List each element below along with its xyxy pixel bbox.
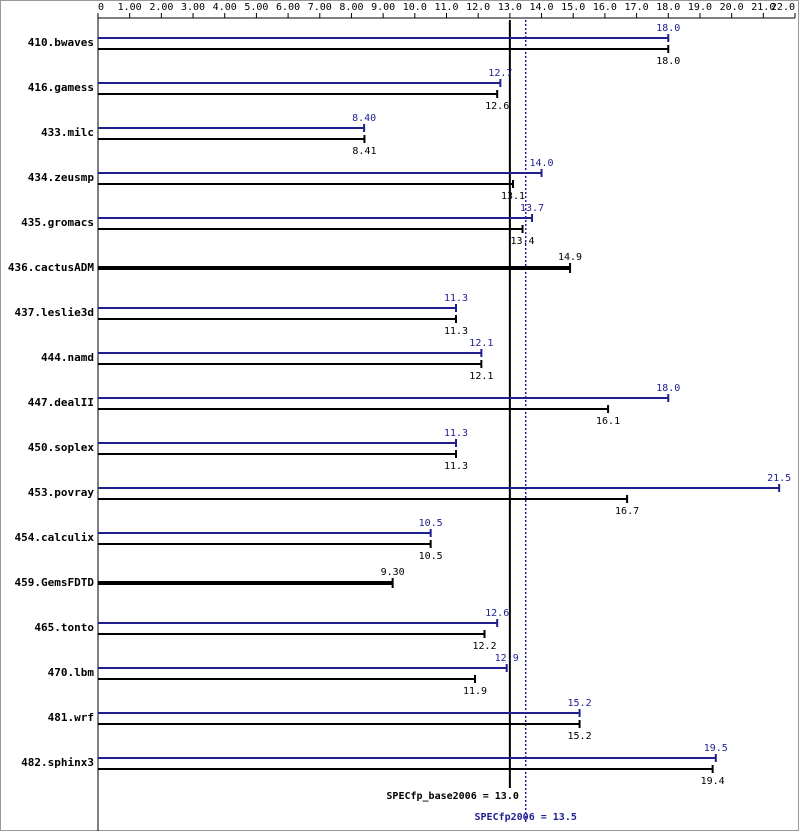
value-label: 13.7 (520, 203, 544, 214)
value-label: 11.9 (463, 686, 487, 697)
name: 437.leslie3d (15, 306, 94, 319)
x-tick-label: 13.0 (498, 2, 522, 13)
x-tick-label: 16.0 (593, 2, 617, 13)
value-label: 15.2 (568, 698, 592, 709)
x-tick-label: 12.0 (466, 2, 490, 13)
value-label: 14.9 (558, 252, 582, 263)
x-tick-label: 20.0 (720, 2, 744, 13)
name: 459.GemsFDTD (15, 576, 95, 589)
value-label: 11.3 (444, 461, 468, 472)
value-label: 10.5 (419, 518, 443, 529)
value-label: 12.1 (469, 338, 493, 349)
value-label: 19.4 (701, 776, 725, 787)
reference-label: SPECfp2006 = 13.5 (475, 812, 577, 823)
value-label: 12.1 (469, 371, 493, 382)
name: 433.milc (41, 126, 94, 139)
value-label: 13.1 (501, 191, 525, 202)
value-label: 16.7 (615, 506, 639, 517)
x-tick-label: 2.00 (149, 2, 173, 13)
x-tick-label: 3.00 (181, 2, 205, 13)
value-label: 8.41 (352, 146, 376, 157)
reference-label: SPECfp_base2006 = 13.0 (386, 791, 518, 802)
x-tick-label: 1.00 (118, 2, 142, 13)
name: 470.lbm (48, 666, 95, 679)
name: 454.calculix (15, 531, 95, 544)
value-label: 19.5 (704, 743, 728, 754)
x-tick-label: 15.0 (561, 2, 585, 13)
x-tick-label: 11.0 (434, 2, 458, 13)
x-tick-label: 17.0 (625, 2, 649, 13)
value-label: 12.6 (485, 608, 509, 619)
x-tick-label: 8.00 (339, 2, 363, 13)
x-tick-label: 10.0 (403, 2, 427, 13)
x-tick-label: 9.00 (371, 2, 395, 13)
x-tick-label: 7.00 (308, 2, 332, 13)
name: 465.tonto (34, 621, 94, 634)
value-label: 21.5 (767, 473, 791, 484)
value-label: 18.0 (656, 23, 680, 34)
x-tick-label: 21.0 (751, 2, 775, 13)
name: 436.cactusADM (8, 261, 94, 274)
name: 453.povray (28, 486, 95, 499)
value-label: 12.2 (472, 641, 496, 652)
value-label: 13.4 (510, 236, 534, 247)
x-tick-label: 4.00 (213, 2, 237, 13)
value-label: 15.2 (568, 731, 592, 742)
value-label: 12.7 (488, 68, 512, 79)
value-label: 9.30 (381, 567, 405, 578)
value-label: 14.0 (529, 158, 553, 169)
x-tick-label: 0 (98, 2, 104, 13)
value-label: 12.9 (495, 653, 519, 664)
value-label: 11.3 (444, 428, 468, 439)
x-tick-label: 19.0 (688, 2, 712, 13)
value-label: 18.0 (656, 383, 680, 394)
name: 447.dealII (28, 396, 94, 409)
value-label: 11.3 (444, 293, 468, 304)
value-label: 12.6 (485, 101, 509, 112)
name: 450.soplex (28, 441, 95, 454)
name: 410.bwaves (28, 36, 94, 49)
x-tick-label: 5.00 (244, 2, 268, 13)
name: 434.zeusmp (28, 171, 95, 184)
value-label: 8.40 (352, 113, 376, 124)
name: 416.gamess (28, 81, 94, 94)
value-label: 18.0 (656, 56, 680, 67)
x-tick-label: 14.0 (529, 2, 553, 13)
value-label: 11.3 (444, 326, 468, 337)
value-label: 10.5 (419, 551, 443, 562)
name: 481.wrf (48, 711, 94, 724)
name: 482.sphinx3 (21, 756, 94, 769)
name: 435.gromacs (21, 216, 94, 229)
x-tick-label: 6.00 (276, 2, 300, 13)
x-tick-label: 18.0 (656, 2, 680, 13)
value-label: 16.1 (596, 416, 620, 427)
name: 444.namd (41, 351, 94, 364)
x-tick-label: 22.0 (771, 2, 795, 13)
